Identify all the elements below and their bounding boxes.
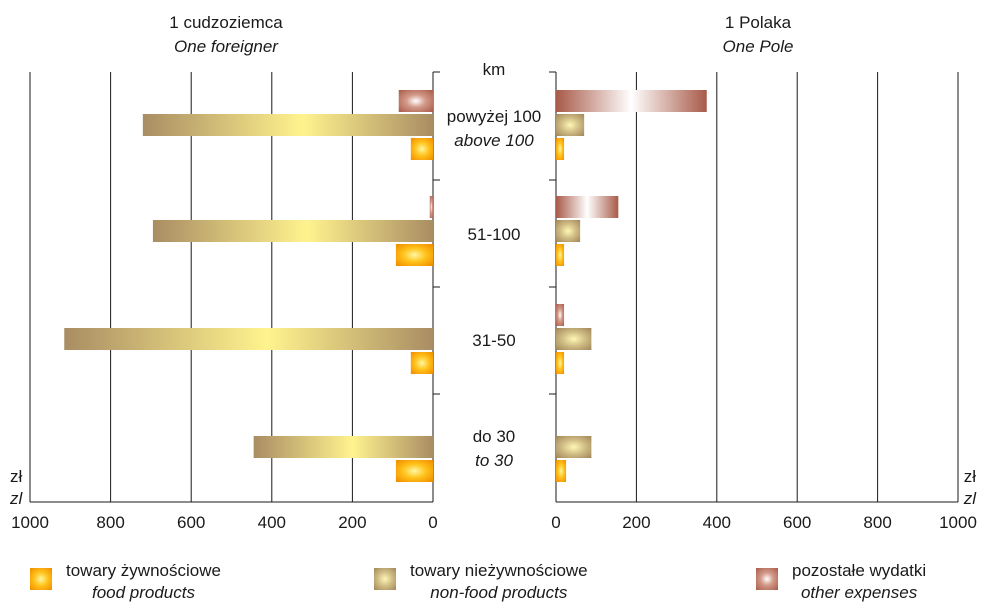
- legend-item-food: towary żywnościowe food products: [30, 560, 221, 606]
- left-bar-food-2: [410, 352, 433, 374]
- left-bar-food-1: [395, 244, 433, 266]
- left-tick-label: 0: [428, 513, 437, 532]
- left-bars: [64, 90, 434, 482]
- right-unit-label-en: zl: [963, 489, 978, 508]
- left-unit-label-en: zl: [9, 489, 24, 508]
- left-chart-subtitle: One foreigner: [174, 37, 279, 56]
- right-bars: [556, 90, 707, 482]
- left-tick-label: 1000: [11, 513, 49, 532]
- left-bar-nonfood-0: [142, 114, 433, 136]
- right-tick-labels: 0 200 400 600 800 1000: [551, 513, 977, 532]
- center-axis-unit: km: [483, 60, 506, 79]
- right-bar-other-2: [556, 304, 565, 326]
- legend-label-food: towary żywnościowe: [66, 561, 221, 580]
- right-tick-label: 600: [783, 513, 811, 532]
- left-tick-labels: 1000 800 600 400 200 0: [11, 513, 438, 532]
- right-bar-food-0: [556, 138, 565, 160]
- category-label-en-0: above 100: [454, 131, 534, 150]
- legend-item-other: pozostałe wydatki other expenses: [756, 560, 926, 606]
- right-bar-nonfood-0: [556, 114, 585, 136]
- left-unit-label: zł: [10, 467, 23, 486]
- right-bar-nonfood-1: [556, 220, 581, 242]
- category-label-pl-1: 51-100: [468, 225, 521, 244]
- left-bar-food-3: [395, 460, 433, 482]
- right-bar-other-1: [556, 196, 619, 218]
- legend-swatch-food: [30, 568, 52, 590]
- right-bar-nonfood-3: [556, 436, 592, 458]
- category-label-pl-0: powyżej 100: [447, 107, 542, 126]
- left-tick-label: 800: [96, 513, 124, 532]
- right-bar-food-3: [556, 460, 567, 482]
- category-label-en-3: to 30: [475, 451, 513, 470]
- left-bar-other-0: [398, 90, 433, 112]
- category-label-pl-3: do 30: [473, 427, 516, 446]
- right-bar-food-1: [556, 244, 565, 266]
- left-tick-label: 400: [258, 513, 286, 532]
- right-grid: [549, 71, 959, 503]
- left-bar-food-0: [410, 138, 433, 160]
- legend-swatch-other: [756, 568, 778, 590]
- left-chart-title: 1 cudzoziemca: [169, 13, 283, 32]
- legend-label-other: pozostałe wydatki: [792, 561, 927, 580]
- left-bar-nonfood-3: [253, 436, 433, 458]
- right-bar-food-2: [556, 352, 565, 374]
- legend-label-food-en: food products: [91, 583, 195, 602]
- right-tick-label: 200: [622, 513, 650, 532]
- right-chart-title: 1 Polaka: [725, 13, 792, 32]
- left-tick-label: 600: [177, 513, 205, 532]
- right-tick-label: 1000: [939, 513, 977, 532]
- right-tick-label: 400: [703, 513, 731, 532]
- left-bar-nonfood-2: [64, 328, 433, 350]
- right-bar-nonfood-2: [556, 328, 592, 350]
- legend-swatch-nonfood: [374, 568, 396, 590]
- legend-label-nonfood: towary nieżywnościowe: [410, 561, 588, 580]
- left-tick-label: 200: [338, 513, 366, 532]
- legend-label-other-en: other expenses: [800, 583, 918, 602]
- category-label-pl-2: 31-50: [472, 331, 515, 350]
- right-chart-subtitle: One Pole: [723, 37, 794, 56]
- left-bar-nonfood-1: [152, 220, 434, 242]
- right-bar-other-0: [556, 90, 707, 112]
- legend-label-nonfood-en: non-food products: [430, 583, 568, 602]
- right-unit-label: zł: [964, 467, 977, 486]
- left-bar-other-1: [429, 196, 433, 218]
- right-tick-label: 0: [551, 513, 560, 532]
- legend-item-nonfood: towary nieżywnościowe non-food products: [374, 560, 588, 606]
- right-tick-label: 800: [863, 513, 891, 532]
